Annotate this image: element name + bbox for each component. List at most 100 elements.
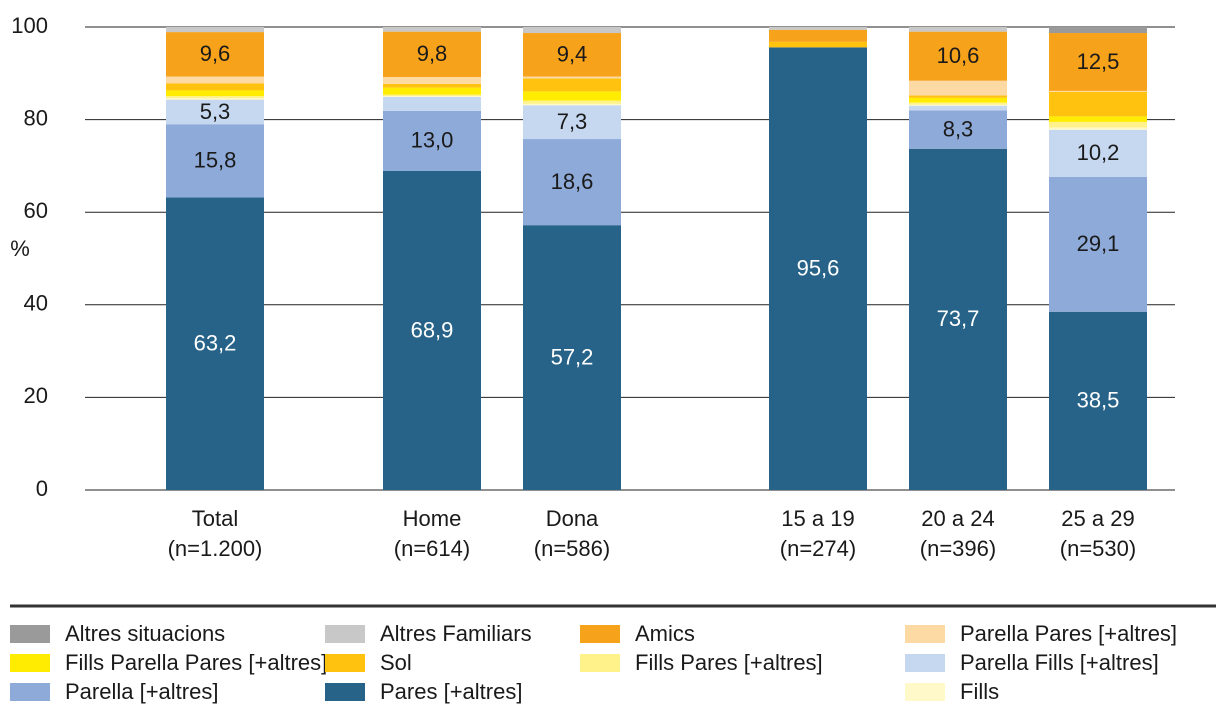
bar-segment: [166, 32, 264, 77]
bar-segment: [166, 99, 264, 125]
legend-label: Altres situacions: [65, 621, 225, 646]
bar-segment: [523, 225, 621, 490]
bar-segment: [383, 87, 481, 95]
bar-segment: [383, 83, 481, 88]
bar-segment: [909, 31, 1007, 81]
bar-segment: [909, 97, 1007, 103]
bar-segment: [909, 104, 1007, 106]
x-tick-note: (n=274): [780, 536, 856, 561]
x-tick-note: (n=530): [1060, 536, 1136, 561]
legend-label: Parella Fills [+altres]: [960, 650, 1159, 675]
legend-label: Parella Pares [+altres]: [960, 621, 1177, 646]
x-tick-note: (n=586): [534, 536, 610, 561]
legend-swatch: [580, 625, 620, 643]
x-tick-label: 20 a 24: [921, 506, 994, 531]
data-label: 9,4: [557, 42, 588, 67]
bar-segment: [1049, 27, 1147, 34]
bar-segment: [166, 83, 264, 91]
data-label: 9,6: [200, 41, 231, 66]
bar-segment: [909, 95, 1007, 98]
x-tick-label: Total: [192, 506, 238, 531]
data-label: 8,3: [943, 116, 974, 141]
data-label: 73,7: [937, 306, 980, 331]
bar-segment: [523, 78, 621, 92]
bar-segment: [909, 148, 1007, 491]
bar-segment: [1049, 90, 1147, 92]
y-axis-label: %: [10, 236, 30, 261]
bar-segment: [523, 100, 621, 104]
legend-swatch: [905, 683, 945, 701]
bar-segment: [523, 27, 621, 34]
data-label: 63,2: [194, 331, 237, 356]
bar-segment: [909, 27, 1007, 32]
data-label: 12,5: [1077, 49, 1120, 74]
y-tick-label: 40: [24, 291, 48, 316]
bar-segment: [383, 31, 481, 78]
legend-label: Sol: [380, 650, 412, 675]
bar-segment: [166, 76, 264, 84]
bar-segment: [523, 33, 621, 77]
bar-segment: [1049, 127, 1147, 130]
bar-segment: [383, 94, 481, 96]
data-label: 5,3: [200, 99, 231, 124]
x-tick-label: 25 a 29: [1061, 506, 1134, 531]
bar-segment: [383, 170, 481, 491]
bar-segment: [1049, 116, 1147, 122]
legend-label: Amics: [635, 621, 695, 646]
x-tick-note: (n=396): [920, 536, 996, 561]
x-tick-label: Dona: [546, 506, 599, 531]
legend-swatch: [10, 683, 50, 701]
y-tick-label: 80: [24, 105, 48, 130]
bar-segment: [166, 27, 264, 33]
data-label: 13,0: [411, 128, 454, 153]
x-tick-label: 15 a 19: [781, 506, 854, 531]
bar-segment: [909, 110, 1007, 149]
bar-segment: [166, 98, 264, 100]
bar-segment: [1049, 311, 1147, 490]
bar-segment: [909, 105, 1007, 111]
bar-segment: [523, 91, 621, 101]
data-label: 57,2: [551, 344, 594, 369]
data-label: 29,1: [1077, 231, 1120, 256]
bar-segment: [769, 41, 867, 48]
y-tick-label: 60: [24, 198, 48, 223]
x-tick-note: (n=1.200): [168, 536, 263, 561]
data-label: 68,9: [411, 317, 454, 342]
data-label: 15,8: [194, 148, 237, 173]
bar-segment: [523, 105, 621, 140]
legend-swatch: [10, 654, 50, 672]
y-tick-label: 20: [24, 383, 48, 408]
bar-segment: [383, 96, 481, 111]
bar-segment: [523, 139, 621, 226]
bar-segment: [1049, 33, 1147, 91]
bar-segment: [1049, 121, 1147, 128]
data-label: 10,6: [937, 43, 980, 68]
bar-segment: [523, 76, 621, 79]
legend-label: Pares [+altres]: [380, 679, 522, 704]
legend-swatch: [580, 654, 620, 672]
bar-segment: [909, 102, 1007, 105]
legend-swatch: [325, 625, 365, 643]
legend-label: Fills Parella Pares [+altres]: [65, 650, 327, 675]
x-tick-label: Home: [403, 506, 462, 531]
data-label: 10,2: [1077, 140, 1120, 165]
legend-swatch: [905, 625, 945, 643]
legend-label: Altres Familiars: [380, 621, 532, 646]
bar-segment: [166, 90, 264, 96]
data-label: 95,6: [797, 255, 840, 280]
data-label: 38,5: [1077, 388, 1120, 413]
bar-segment: [769, 29, 867, 42]
bar-segment: [1049, 129, 1147, 178]
bar-segment: [909, 80, 1007, 96]
y-tick-label: 0: [36, 476, 48, 501]
legend-label: Fills Pares [+altres]: [635, 650, 823, 675]
data-label: 9,8: [417, 41, 448, 66]
legend-swatch: [325, 683, 365, 701]
bar-segment: [1049, 91, 1147, 117]
bar-segment: [1049, 177, 1147, 312]
bar-segment: [523, 103, 621, 106]
legend-swatch: [10, 625, 50, 643]
x-tick-note: (n=614): [394, 536, 470, 561]
legend-label: Fills: [960, 679, 999, 704]
